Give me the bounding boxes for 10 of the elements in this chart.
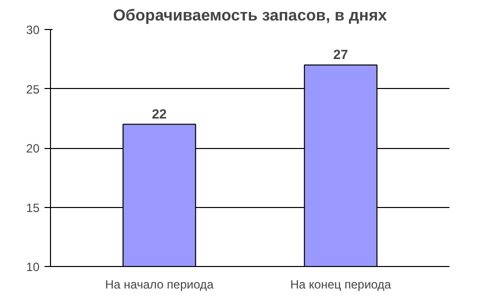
chart-title: Оборачиваемость запасов, в днях: [113, 8, 388, 24]
y-tick-label: 15: [26, 200, 40, 215]
y-tick-label: 30: [26, 23, 40, 37]
x-tick-label: На конец периода: [290, 278, 392, 292]
x-tick-label: На начало периода: [105, 278, 214, 292]
y-tick-label: 20: [26, 142, 40, 156]
y-tick-label: 25: [26, 82, 40, 96]
y-tick-label: 10: [26, 260, 40, 274]
data-label: 27: [333, 47, 348, 62]
data-label: 22: [152, 106, 167, 122]
